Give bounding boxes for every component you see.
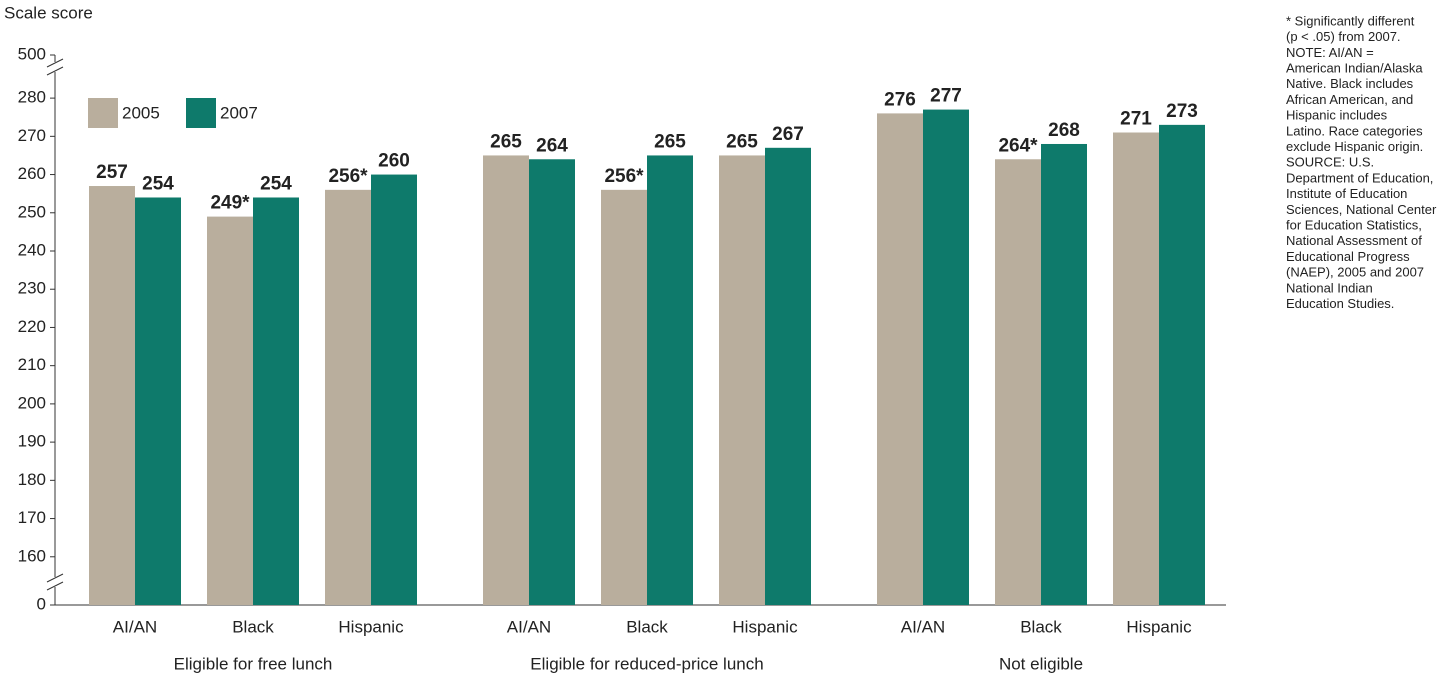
data-label: 264* [998, 135, 1038, 156]
note-line: Department of Education, [1286, 170, 1433, 185]
data-label: 254 [260, 174, 292, 195]
note-line: SOURCE: U.S. [1286, 155, 1374, 170]
data-label: 265 [654, 131, 686, 152]
y-tick-label: 230 [18, 279, 46, 298]
data-label: 260 [378, 151, 410, 172]
data-label: 267 [772, 124, 804, 145]
note-line: American Indian/Alaska [1286, 61, 1423, 76]
note-line: Hispanic includes [1286, 108, 1388, 123]
bar [483, 155, 529, 605]
note-line: NOTE: AI/AN = [1286, 45, 1374, 60]
data-label: 268 [1048, 120, 1080, 141]
y-tick-label: 500 [18, 44, 46, 63]
data-label: 277 [930, 86, 962, 107]
y-tick-label: 220 [18, 317, 46, 336]
y-tick-label: 260 [18, 164, 46, 183]
bar [719, 155, 765, 605]
note-line: (p < .05) from 2007. [1286, 29, 1401, 44]
axis-break-gap [49, 577, 61, 587]
y-axis-title: Scale score [4, 3, 93, 22]
x-tick-label: AI/AN [113, 617, 157, 636]
y-tick-label: 250 [18, 202, 46, 221]
axis-break-mark [46, 581, 64, 591]
note-line: National Indian [1286, 280, 1373, 295]
note-line: exclude Hispanic origin. [1286, 139, 1423, 154]
bar [601, 189, 647, 605]
y-tick-label: 270 [18, 126, 46, 145]
bar [923, 109, 969, 606]
bar [325, 189, 371, 605]
x-tick-label: Hispanic [1126, 617, 1192, 636]
x-tick-label: Black [1020, 617, 1062, 636]
group-label: Eligible for reduced-price lunch [530, 654, 763, 673]
note-line: National Assessment of [1286, 233, 1422, 248]
data-label: 256* [328, 166, 368, 187]
data-label: 249* [210, 193, 250, 214]
note-line: Latino. Race categories [1286, 123, 1423, 138]
bar [135, 197, 181, 605]
y-tick-label: 280 [18, 88, 46, 107]
bar [1113, 132, 1159, 605]
note-line: Sciences, National Center [1286, 202, 1437, 217]
bar [207, 216, 253, 605]
axis-break-gap [49, 62, 61, 72]
data-label: 264 [536, 135, 568, 156]
x-tick-label: Hispanic [732, 617, 798, 636]
note-line: African American, and [1286, 92, 1413, 107]
x-tick-label: Black [232, 617, 274, 636]
data-label: 276 [884, 89, 916, 110]
note-line: for Education Statistics, [1286, 218, 1422, 233]
note-line: Educational Progress [1286, 249, 1410, 264]
bar [647, 155, 693, 605]
x-tick-label: Black [626, 617, 668, 636]
group-label: Not eligible [999, 654, 1083, 673]
data-label: 254 [142, 174, 174, 195]
axis-break-mark [46, 58, 64, 68]
data-label: 265 [490, 131, 522, 152]
x-tick-label: Hispanic [338, 617, 404, 636]
data-label: 257 [96, 162, 128, 183]
bar [765, 147, 811, 606]
y-tick-label: 0 [37, 594, 46, 613]
data-label: 265 [726, 131, 758, 152]
axis-break-mark [46, 573, 64, 583]
bar [89, 186, 135, 605]
note-line: Native. Black includes [1286, 76, 1414, 91]
y-tick-label: 210 [18, 355, 46, 374]
axis-break-mark [46, 66, 64, 76]
bar [371, 174, 417, 606]
legend-swatch [88, 98, 118, 128]
note-line: Institute of Education [1286, 186, 1407, 201]
y-tick-label: 190 [18, 432, 46, 451]
legend-swatch [186, 98, 216, 128]
y-tick-label: 200 [18, 393, 46, 412]
note-line: (NAEP), 2005 and 2007 [1286, 265, 1424, 280]
bar [253, 197, 299, 605]
bar [995, 159, 1041, 605]
bar [529, 159, 575, 605]
x-tick-label: AI/AN [901, 617, 945, 636]
bar [1041, 143, 1087, 605]
legend-label: 2005 [122, 103, 160, 122]
y-tick-label: 180 [18, 470, 46, 489]
bar [877, 113, 923, 606]
group-label: Eligible for free lunch [174, 654, 333, 673]
note-line: * Significantly different [1286, 13, 1415, 28]
x-tick-label: AI/AN [507, 617, 551, 636]
data-label: 273 [1166, 101, 1198, 122]
legend-label: 2007 [220, 103, 258, 122]
bar [1159, 124, 1205, 605]
data-label: 271 [1120, 109, 1152, 130]
y-tick-label: 240 [18, 240, 46, 259]
y-tick-label: 170 [18, 508, 46, 527]
data-label: 256* [604, 166, 644, 187]
y-tick-label: 160 [18, 546, 46, 565]
note-line: Education Studies. [1286, 296, 1394, 311]
